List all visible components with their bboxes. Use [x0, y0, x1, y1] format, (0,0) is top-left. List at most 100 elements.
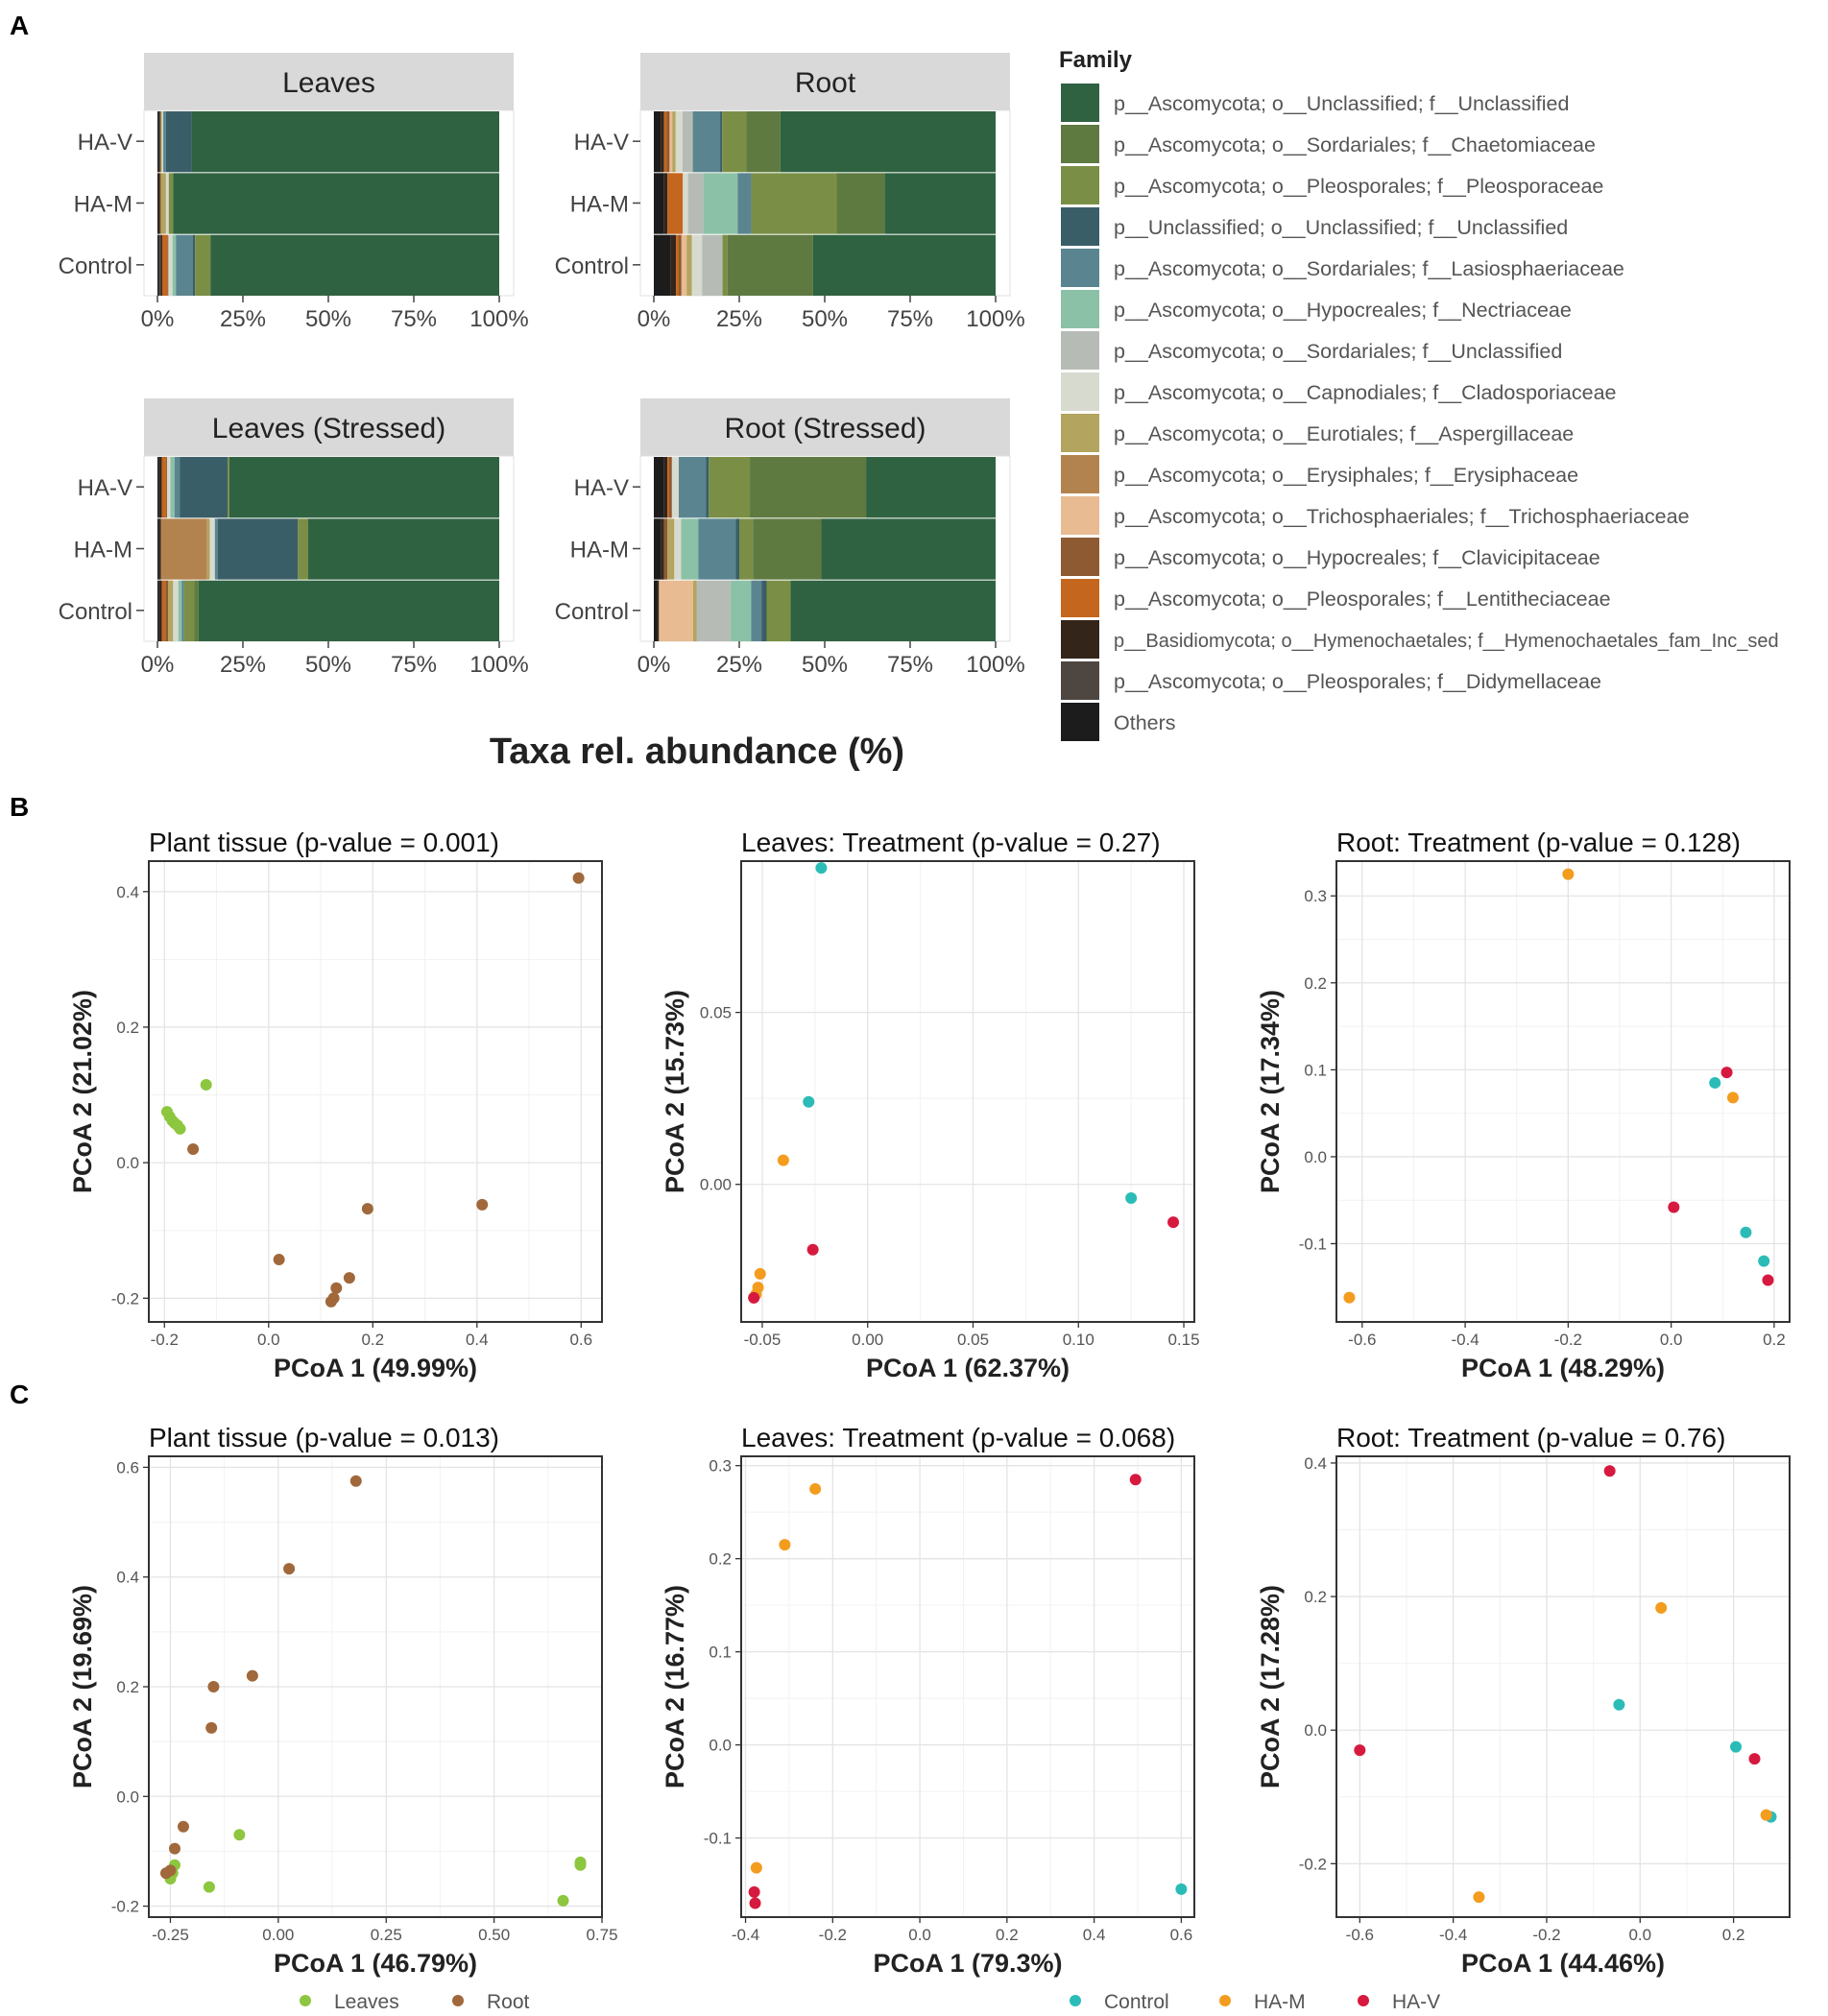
legend-label-control: Control [1104, 1991, 1169, 2013]
bar-segment-p-ascomycota-o-sordariales-f-lasiosphaeriaceae [163, 111, 166, 173]
x-tick-label: 25% [220, 306, 266, 332]
bar-segment-p-ascomycota-o-capnodiales-f-cladosporiaceae [674, 518, 682, 580]
x-tick-label: -0.05 [744, 1331, 782, 1349]
y-tick-label: 0.0 [1304, 1148, 1327, 1166]
bar-segment-p-ascomycota-o-hypocreales-f-clavicipitaceae [666, 111, 670, 173]
legend-label-p-ascomycota-o-sordariales-f-unclassified: p__Ascomycota; o__Sordariales; f__Unclas… [1114, 340, 1562, 363]
point-ha-v [1603, 1465, 1616, 1477]
bar-segment-others [654, 518, 661, 580]
bar-segment-others [654, 173, 664, 234]
bar-segment-p-ascomycota-o-capnodiales-f-cladosporiaceae [691, 234, 703, 296]
bar-segment-others [157, 111, 159, 173]
y-tick-label: 0.4 [116, 883, 139, 901]
y-tick-label: 0.4 [1304, 1454, 1327, 1473]
legend-swatch-p-ascomycota-o-sordariales-f-lasiosphaeriaceae [1061, 249, 1099, 287]
bar-segment-p-basidiomycota-o-hymenochaetales-f-hymenochaetales-fam-inc-sed [663, 457, 668, 518]
bar-segment-others [157, 457, 159, 518]
facet-strip [640, 53, 1010, 110]
point-control [1125, 1192, 1138, 1205]
legend-label-p-ascomycota-o-trichosphaeriales-f-trichosphaeriaceae: p__Ascomycota; o__Trichosphaeriales; f__… [1114, 505, 1690, 528]
point-ha-v [1762, 1274, 1774, 1286]
y-tick-label: 0.0 [1304, 1721, 1327, 1740]
x-tick-label: 0% [637, 652, 671, 678]
x-tick-label: -0.25 [152, 1926, 189, 1944]
bar-segment-p-unclassified-o-unclassified-f-unclassified [165, 111, 192, 173]
x-tick-label: 100% [469, 306, 528, 332]
scatter-title: Root: Treatment (p-value = 0.128) [1336, 828, 1741, 857]
bar-segment-others [157, 518, 159, 580]
bar-segment-others [654, 111, 661, 173]
x-tick-label: -0.2 [151, 1331, 179, 1349]
legend-label-leaves: Leaves [334, 1991, 399, 2013]
plot-frame [740, 860, 1195, 1323]
point-ha-v [748, 1885, 760, 1898]
bar-segment-p-ascomycota-o-trichosphaeriales-f-trichosphaeriaceae [681, 234, 687, 296]
bar-segment-p-ascomycota-o-unclassified-f-unclassified [866, 457, 996, 518]
bar-segment-p-basidiomycota-o-hymenochaetales-f-hymenochaetales-fam-inc-sed [670, 234, 677, 296]
point-ha-v [1668, 1201, 1680, 1213]
bar-segment-others [654, 234, 671, 296]
legend-swatch-p-ascomycota-o-capnodiales-f-cladosporiaceae [1061, 372, 1099, 411]
row-label: HA-V [78, 475, 132, 501]
x-tick-label: 0% [141, 306, 175, 332]
point-root [349, 1475, 362, 1487]
bar-segment-p-ascomycota-o-sordariales-f-unclassified [682, 111, 693, 173]
y-tick-label: -0.2 [111, 1289, 139, 1308]
bar-segment-others [654, 457, 664, 518]
legend-swatch-p-basidiomycota-o-hymenochaetales-f-hymenochaetales-fam-inc-sed [1061, 620, 1099, 659]
legend-label-p-basidiomycota-o-hymenochaetales-f-hymenochaetales-fam-inc-sed: p__Basidiomycota; o__Hymenochaetales; f_… [1114, 631, 1779, 652]
facet-strip [144, 398, 514, 456]
x-tick-label: 75% [887, 652, 933, 678]
row-label: Control [59, 253, 132, 279]
x-tick-label: 0.2 [1722, 1926, 1745, 1944]
point-root [159, 1867, 172, 1880]
legend-point-leaves [300, 1995, 311, 2006]
x-tick-label: -0.4 [1439, 1926, 1467, 1944]
legend-label-p-ascomycota-o-capnodiales-f-cladosporiaceae: p__Ascomycota; o__Capnodiales; f__Clados… [1114, 381, 1617, 404]
x-tick-label: 0.4 [466, 1331, 489, 1349]
y-axis-label: PCoA 2 (17.28%) [1256, 1585, 1285, 1788]
point-control [1175, 1883, 1188, 1895]
bar-segment-p-ascomycota-o-eurotiales-f-aspergillaceae [168, 580, 174, 641]
legend-label-p-ascomycota-o-erysiphales-f-erysiphaceae: p__Ascomycota; o__Erysiphales; f__Erysip… [1114, 464, 1578, 487]
bar-segment-others [157, 234, 159, 296]
x-tick-label: 50% [305, 652, 351, 678]
plot-frame [148, 1455, 603, 1918]
scatter-b-root-treatment-p-value-0-128: -0.6 -0.4 -0.2 0.0 0.2 -0.1 0.0 0.1 0.2 0.3 Root: … [1256, 828, 1791, 1382]
bar-segment-p-ascomycota-o-sordariales-f-lasiosphaeriaceae [737, 173, 752, 234]
x-axis-label: PCoA 1 (62.37%) [866, 1354, 1070, 1382]
legend-swatch-p-ascomycota-o-pleosporales-f-lentitheciaceae [1061, 579, 1099, 617]
x-tick-label: -0.2 [1554, 1331, 1582, 1349]
plot-frame [1335, 860, 1791, 1323]
point-control [815, 862, 828, 875]
x-tick-label: 0.00 [852, 1331, 883, 1349]
point-ha-m [809, 1482, 822, 1495]
x-tick-label: 0.15 [1167, 1331, 1199, 1349]
x-tick-label: 75% [391, 652, 437, 678]
y-tick-label: 0.2 [709, 1550, 732, 1569]
bar-segment-p-unclassified-o-unclassified-f-unclassified [217, 518, 299, 580]
panel-label-c: C [10, 1380, 29, 1409]
point-control [1709, 1076, 1721, 1089]
legend-swatch-p-ascomycota-o-eurotiales-f-aspergillaceae [1061, 414, 1099, 452]
bar-segment-p-basidiomycota-o-hymenochaetales-f-hymenochaetales-fam-inc-sed [661, 518, 664, 580]
x-tick-label: 0.6 [1170, 1926, 1193, 1944]
bar-segment-p-ascomycota-o-pleosporales-f-pleosporaceae [722, 111, 747, 173]
point-leaves [233, 1829, 246, 1841]
bar-segment-p-ascomycota-o-pleosporales-f-didymellaceae [158, 234, 161, 296]
point-root [330, 1282, 343, 1294]
legend-swatch-others [1061, 703, 1099, 741]
facet-strip [640, 398, 1010, 456]
point-root [177, 1820, 189, 1833]
point-root [343, 1272, 355, 1284]
x-tick-label: 100% [966, 652, 1024, 678]
bar-segment-p-ascomycota-o-unclassified-f-unclassified [884, 173, 996, 234]
scatter-title: Plant tissue (p-value = 0.013) [149, 1423, 499, 1452]
scatter-c-leaves-treatment-p-value-0-068: -0.4 -0.2 0.0 0.2 0.4 0.6 -0.1 0.0 0.1 0.2 0.3 Leav… [661, 1423, 1195, 1978]
x-tick-label: 0.2 [1763, 1331, 1786, 1349]
bar-segment-p-ascomycota-o-sordariales-f-chaetomiaceae [753, 518, 822, 580]
panel-label-b: B [10, 792, 29, 822]
bar-segment-p-unclassified-o-unclassified-f-unclassified [720, 111, 723, 173]
x-tick-label: 0.0 [908, 1926, 931, 1944]
point-ha-m [777, 1154, 789, 1166]
